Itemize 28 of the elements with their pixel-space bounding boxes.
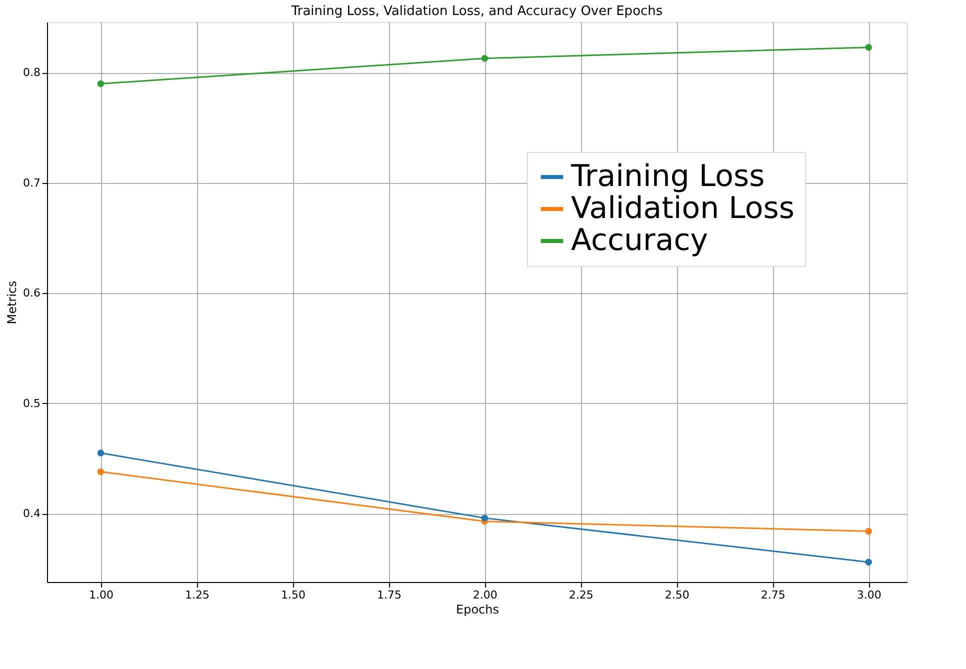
legend-label: Training Loss xyxy=(570,159,765,194)
x-tick-label: 1.25 xyxy=(184,588,210,602)
x-tick-label: 1.00 xyxy=(89,588,114,602)
x-tick-label: 1.50 xyxy=(280,588,306,602)
x-axis-title: Epochs xyxy=(456,602,499,616)
y-tick-label: 0.4 xyxy=(23,507,40,520)
legend-label: Validation Loss xyxy=(571,191,794,226)
point xyxy=(97,450,104,456)
x-tick-label: 2.25 xyxy=(568,588,594,602)
y-tick-label: 0.8 xyxy=(23,66,40,80)
point xyxy=(97,468,104,476)
chart-title: Training Loss, Validation Loss, and Accuracy Over Epochs xyxy=(290,4,663,19)
point xyxy=(97,80,104,88)
y-tick-label: 0.5 xyxy=(23,396,40,410)
x-tick-label: 2.75 xyxy=(760,588,786,602)
y-tick-label: 0.6 xyxy=(23,286,40,300)
point xyxy=(865,44,872,51)
x-tick-label: 3.00 xyxy=(856,588,882,602)
x-tick-label: 2.50 xyxy=(664,588,690,602)
point xyxy=(481,514,488,522)
point xyxy=(865,558,872,566)
y-tick-label: 0.7 xyxy=(23,176,40,190)
x-tick-label: 1.75 xyxy=(376,588,402,602)
x-tick-label: 2.00 xyxy=(472,588,498,602)
y-axis-title: Metrics xyxy=(5,280,20,324)
point xyxy=(481,55,488,62)
point xyxy=(865,528,872,535)
legend-label: Accuracy xyxy=(571,223,708,258)
